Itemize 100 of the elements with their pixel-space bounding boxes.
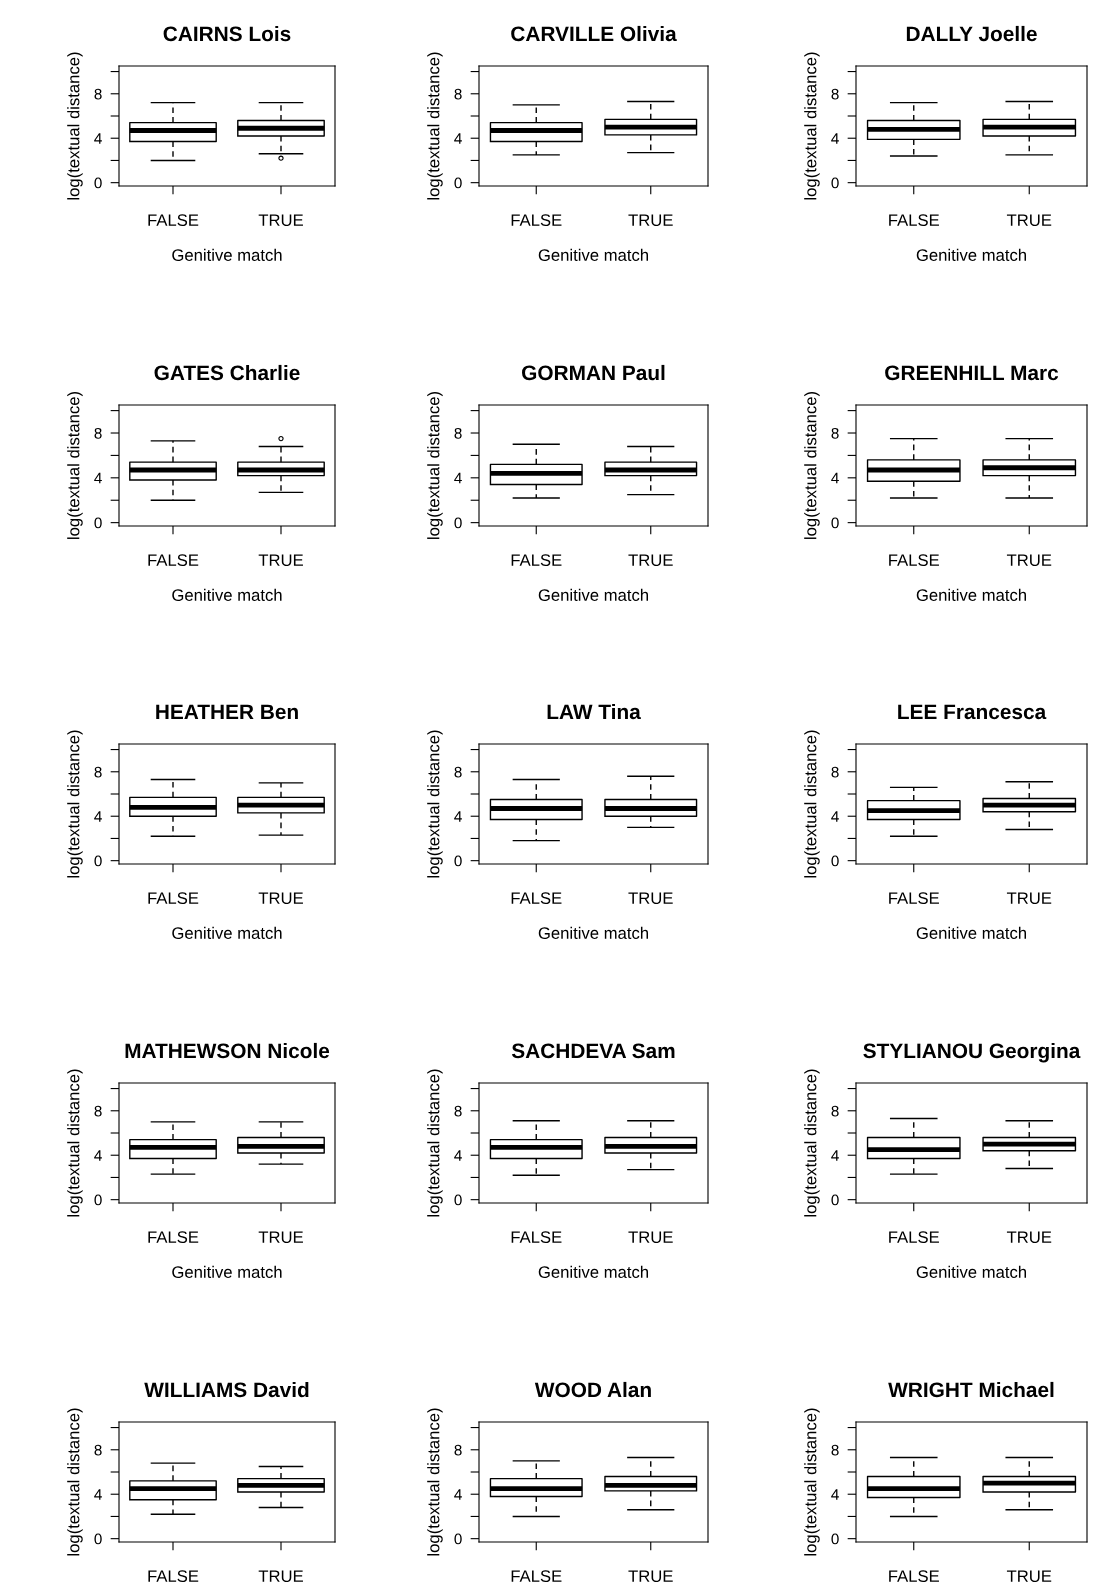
x-tick-label: TRUE [1006, 892, 1052, 905]
x-axis-title: Genitive match [916, 1265, 1026, 1278]
y-axis-title: log(textual distance) [804, 730, 820, 878]
y-tick-label: 4 [831, 472, 839, 484]
y-tick-label: 0 [94, 855, 102, 867]
y-tick-label: 0 [831, 177, 839, 189]
x-tick-label: FALSE [148, 892, 199, 905]
x-tick-label: FALSE [511, 554, 562, 567]
y-axis-title: log(textual distance) [67, 1408, 83, 1556]
y-tick-label: 0 [831, 1533, 839, 1545]
chart-title: CAIRNS Lois [163, 25, 291, 42]
y-axis-title: log(textual distance) [804, 1408, 820, 1556]
y-tick-label: 0 [454, 855, 462, 867]
chart-title: WILLIAMS David [144, 1381, 309, 1398]
y-tick-label: 4 [94, 1150, 102, 1161]
y-tick-label: 8 [831, 427, 839, 439]
y-tick-label: 0 [94, 1533, 102, 1545]
y-tick-label: 8 [454, 88, 462, 100]
x-tick-label: TRUE [628, 892, 673, 905]
y-tick-label: 4 [454, 472, 462, 484]
y-tick-label: 0 [454, 177, 462, 189]
y-tick-label: 0 [831, 1194, 839, 1206]
x-tick-label: FALSE [148, 554, 199, 567]
y-tick-label: 8 [831, 1444, 839, 1456]
y-axis-title: log(textual distance) [427, 1408, 443, 1556]
x-tick-label: TRUE [1006, 1231, 1052, 1244]
y-tick-label: 8 [94, 1444, 102, 1456]
x-tick-label: TRUE [1006, 554, 1052, 567]
x-tick-label: FALSE [889, 1570, 939, 1583]
chart-title: GREENHILL Marc [885, 365, 1059, 381]
y-tick-label: 4 [831, 811, 839, 822]
x-axis-title: Genitive match [538, 926, 648, 939]
x-tick-label: FALSE [511, 1231, 562, 1244]
chart-title: DALLY Joelle [906, 25, 1037, 42]
chart-title: HEATHER Ben [156, 704, 298, 720]
y-tick-label: 0 [831, 855, 839, 867]
y-tick-label: 8 [831, 766, 839, 778]
x-tick-label: FALSE [889, 1231, 939, 1244]
x-axis-title: Genitive match [916, 248, 1026, 261]
y-tick-label: 0 [94, 517, 102, 529]
y-tick-label: 4 [94, 472, 102, 484]
x-tick-label: FALSE [511, 892, 562, 905]
y-tick-label: 0 [94, 1194, 102, 1206]
chart-title: MATHEWSON Nicole [125, 1042, 330, 1059]
y-tick-label: 4 [831, 133, 839, 144]
x-tick-label: TRUE [258, 1231, 303, 1244]
y-axis-title: log(textual distance) [804, 391, 820, 539]
x-tick-label: TRUE [1006, 214, 1052, 227]
y-axis-title: log(textual distance) [427, 1069, 443, 1217]
x-tick-label: TRUE [628, 554, 673, 567]
x-tick-label: FALSE [511, 214, 562, 227]
y-tick-label: 4 [454, 133, 462, 144]
y-axis-title: log(textual distance) [67, 52, 83, 200]
y-tick-label: 4 [94, 133, 102, 144]
x-tick-label: FALSE [889, 214, 939, 227]
y-tick-label: 0 [454, 1194, 462, 1206]
y-axis-title: log(textual distance) [427, 52, 443, 200]
x-axis-title: Genitive match [172, 248, 282, 261]
y-tick-label: 0 [831, 517, 839, 529]
chart-title: WOOD Alan [534, 1381, 651, 1398]
x-axis-title: Genitive match [538, 588, 648, 601]
x-tick-label: TRUE [258, 1570, 303, 1583]
x-axis-title: Genitive match [916, 588, 1026, 601]
y-axis-title: log(textual distance) [67, 1069, 83, 1217]
y-tick-label: 8 [94, 88, 102, 100]
y-tick-label: 4 [94, 1489, 102, 1500]
y-axis-title: log(textual distance) [67, 391, 83, 539]
y-tick-label: 8 [831, 1105, 839, 1117]
y-tick-label: 8 [94, 427, 102, 439]
x-tick-label: FALSE [889, 554, 939, 567]
x-tick-label: FALSE [148, 1570, 199, 1583]
x-tick-label: TRUE [628, 214, 673, 227]
y-axis-title: log(textual distance) [427, 730, 443, 878]
chart-title: GORMAN Paul [522, 364, 665, 381]
y-tick-label: 4 [454, 1150, 462, 1161]
y-tick-label: 0 [454, 517, 462, 529]
x-axis-title: Genitive match [538, 1265, 648, 1278]
x-tick-label: TRUE [258, 214, 303, 227]
y-tick-label: 4 [94, 811, 102, 822]
chart-title: LAW Tina [547, 703, 641, 720]
x-tick-label: TRUE [258, 892, 303, 905]
x-tick-label: TRUE [258, 554, 303, 567]
chart-title: WRIGHT Michael [888, 1381, 1054, 1398]
y-tick-label: 8 [94, 766, 102, 778]
x-axis-title: Genitive match [538, 248, 648, 261]
x-axis-title: Genitive match [172, 926, 282, 939]
y-axis-title: log(textual distance) [427, 391, 443, 539]
x-tick-label: FALSE [148, 1231, 199, 1244]
chart-title: LEE Francesca [898, 704, 1047, 720]
y-tick-label: 4 [831, 1150, 839, 1161]
y-axis-title: log(textual distance) [804, 1069, 820, 1217]
y-tick-label: 8 [454, 766, 462, 778]
y-tick-label: 8 [454, 1444, 462, 1456]
x-tick-label: TRUE [1006, 1570, 1052, 1583]
y-tick-label: 8 [454, 427, 462, 439]
y-tick-label: 4 [831, 1489, 839, 1500]
x-tick-label: FALSE [511, 1570, 562, 1583]
y-tick-label: 4 [454, 1489, 462, 1500]
x-tick-label: TRUE [628, 1570, 673, 1583]
y-tick-label: 0 [454, 1533, 462, 1545]
